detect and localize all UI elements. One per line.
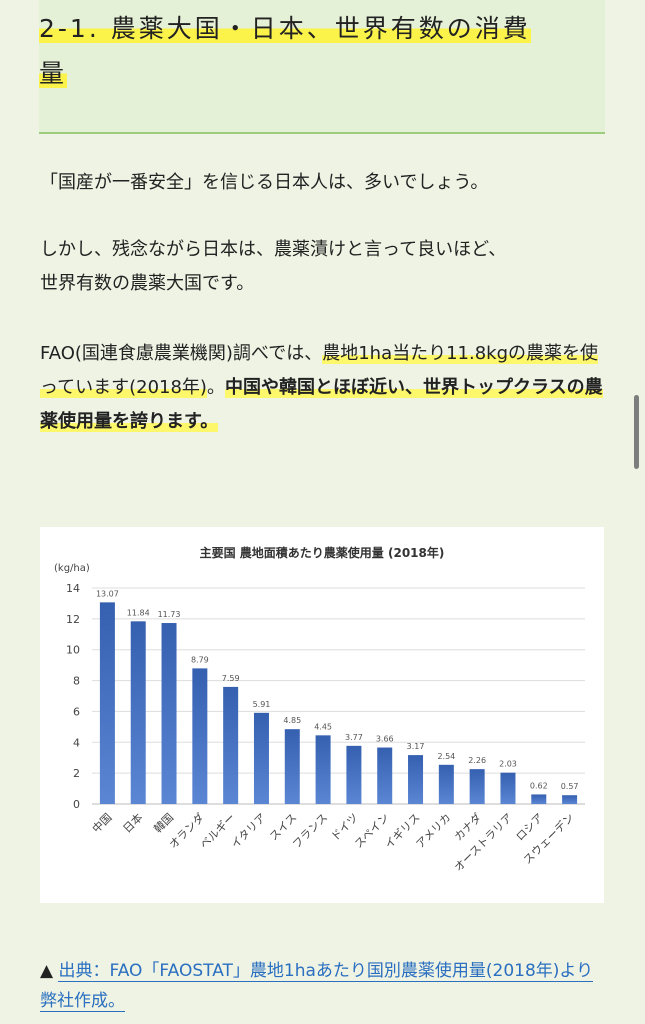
- chart-title: 主要国 農地面積あたり農薬使用量 (2018年): [200, 545, 445, 560]
- bar-10: [408, 755, 424, 804]
- data-label-10: 3.17: [407, 742, 425, 751]
- source-link[interactable]: 出典：FAO「FAOSTAT」農地1haあたり国別農薬使用量(2018年)より弊…: [40, 961, 594, 1012]
- data-labels: 13.07 11.84 11.73 8.79 7.59 5.91 4.85 4.45 3.77 3…: [96, 589, 579, 791]
- section-heading: 2-1. 農薬大国・日本、世界有数の消費 量: [39, 6, 595, 96]
- data-label-5: 5.91: [253, 700, 271, 709]
- bar-12: [469, 769, 485, 804]
- data-label-14: 0.62: [530, 781, 548, 790]
- data-label-1: 11.84: [127, 608, 150, 617]
- data-label-12: 2.26: [468, 756, 486, 765]
- bar-14: [531, 794, 547, 804]
- x-tick-label-0: 中国: [90, 811, 115, 836]
- section-heading-box: 2-1. 農薬大国・日本、世界有数の消費 量: [39, 0, 605, 134]
- data-label-13: 2.03: [499, 760, 517, 769]
- paragraph-1: 「国産が一番安全」を信じる日本人は、多いでしょう。: [40, 166, 606, 200]
- bar-9: [377, 747, 393, 804]
- data-label-6: 4.85: [283, 716, 301, 725]
- x-tick-label-11: アメリカ: [414, 811, 454, 851]
- bar-1: [130, 621, 146, 804]
- bar-11: [438, 764, 454, 804]
- y-tick-label: 4: [73, 736, 80, 749]
- paragraph-3-text-b: 。: [206, 377, 225, 398]
- paragraph-3: FAO(国連食慮農業機関)調べでは、農地1ha当たり11.8kgの農薬を使ってい…: [40, 337, 606, 439]
- data-label-2: 11.73: [158, 610, 181, 619]
- data-label-0: 13.07: [96, 589, 119, 598]
- data-label-11: 2.54: [437, 752, 455, 761]
- y-tick-label: 6: [73, 705, 80, 718]
- paragraph-2-line-2: 世界有数の農薬大国です。: [40, 273, 255, 294]
- data-label-3: 8.79: [191, 655, 209, 664]
- bar-8: [346, 745, 362, 804]
- chart-unit-label: (kg/ha): [54, 563, 90, 574]
- bar-6: [284, 729, 300, 804]
- data-label-4: 7.59: [222, 674, 240, 683]
- data-label-7: 4.45: [314, 722, 332, 731]
- chart-card: 主要国 農地面積あたり農薬使用量 (2018年) (kg/ha) 0 2 4 6 8 10…: [40, 527, 604, 903]
- y-tick-label: 8: [73, 675, 80, 688]
- x-axis-ticks: 中国 日本 韓国オランダベルギーイタリアスイスフランスドイツスペインイギリスアメリカ…: [90, 810, 577, 874]
- data-label-8: 3.77: [345, 733, 363, 742]
- heading-line-2: 量: [39, 59, 68, 88]
- y-axis-ticks: 0 2 4 6 8 10 12 14: [66, 582, 80, 811]
- bar-5: [253, 712, 269, 804]
- y-tick-label: 14: [66, 582, 80, 595]
- paragraph-1-text: 「国産が一番安全」を信じる日本人は、多いでしょう。: [40, 172, 489, 193]
- bars: [99, 602, 578, 804]
- bar-chart: 主要国 農地面積あたり農薬使用量 (2018年) (kg/ha) 0 2 4 6 8 10…: [54, 545, 585, 874]
- data-label-15: 0.57: [561, 782, 579, 791]
- bar-2: [161, 623, 177, 804]
- triangle-icon: ▲: [40, 961, 54, 981]
- y-tick-label: 12: [66, 613, 80, 626]
- bar-3: [192, 668, 208, 804]
- bar-0: [99, 602, 115, 804]
- bar-15: [562, 795, 578, 804]
- bar-7: [315, 735, 331, 804]
- data-label-9: 3.66: [376, 735, 394, 744]
- paragraph-2-line-1: しかし、残念ながら日本は、農薬漬けと言って良いほど、: [40, 239, 507, 260]
- y-tick-label: 10: [66, 644, 80, 657]
- bar-4: [223, 686, 239, 804]
- x-tick-label-5: イタリア: [229, 811, 269, 851]
- y-tick-label: 2: [73, 767, 80, 780]
- x-tick-label-1: 日本: [120, 810, 145, 835]
- x-tick-label-2: 韓国: [151, 811, 176, 836]
- paragraph-3-text-a: FAO(国連食慮農業機関)調べでは、: [40, 343, 323, 364]
- y-tick-label: 0: [73, 798, 80, 811]
- heading-line-1: 2-1. 農薬大国・日本、世界有数の消費: [39, 14, 531, 43]
- bar-13: [500, 772, 516, 804]
- source-note: ▲ 出典：FAO「FAOSTAT」農地1haあたり国別農薬使用量(2018年)よ…: [40, 956, 606, 1016]
- scrollbar-thumb[interactable]: [634, 395, 639, 469]
- paragraph-2: しかし、残念ながら日本は、農薬漬けと言って良いほど、 世界有数の農薬大国です。: [40, 233, 606, 301]
